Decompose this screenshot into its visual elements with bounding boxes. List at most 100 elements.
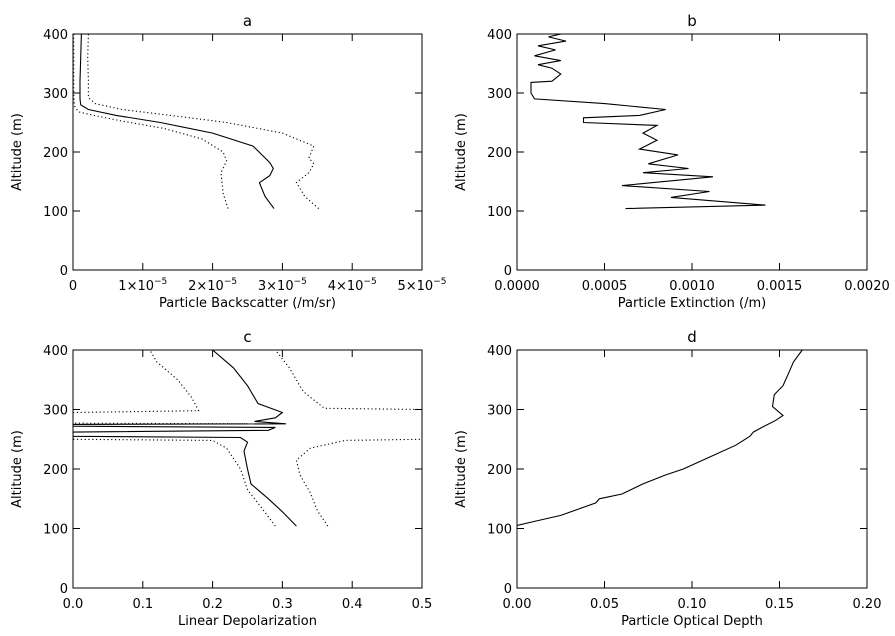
series-line-0 xyxy=(530,34,766,210)
series-line-0 xyxy=(73,350,297,527)
chart-title: b xyxy=(687,12,697,30)
x-tick-label-base: 0.1 xyxy=(132,597,153,612)
y-axis-label: Altitude (m) xyxy=(454,113,469,191)
x-tick-label-base: 0.0015 xyxy=(757,279,803,294)
x-tick-label-base: 0.4 xyxy=(342,597,363,612)
x-tick-label-exponent: −5 xyxy=(433,277,446,287)
plot-frame xyxy=(516,33,868,271)
x-tick-label: 1×10−5 xyxy=(118,277,167,294)
x-axis-label: Particle Backscatter (/m/sr) xyxy=(159,296,336,311)
y-tick-label: 0 xyxy=(504,582,512,597)
x-tick-label-base: 0.0 xyxy=(63,597,84,612)
x-tick-label-base: 0.15 xyxy=(765,597,794,612)
x-tick-label-base: 0.0020 xyxy=(844,279,890,294)
y-axis-label: Altitude (m) xyxy=(10,430,25,508)
x-tick-label-base: 0.2 xyxy=(202,597,223,612)
x-tick-label-base: 1×10 xyxy=(118,279,154,294)
series-line-0 xyxy=(517,350,803,527)
y-tick-label: 100 xyxy=(43,523,68,538)
x-tick-label-exponent: −5 xyxy=(154,277,167,287)
x-tick-label-base: 0.3 xyxy=(272,597,293,612)
x-tick-label: 0.20 xyxy=(853,597,882,612)
chart-panel-c: c Linear Depolarization Altitude (m) 0.0 0.1… xyxy=(10,328,432,629)
x-tick-label-base: 0.20 xyxy=(853,597,882,612)
y-tick-label: 400 xyxy=(487,28,512,43)
x-tick-label-base: 0.0005 xyxy=(582,279,628,294)
x-tick-label-base: 4×10 xyxy=(328,279,364,294)
x-tick-label: 0.0 xyxy=(63,597,84,612)
x-tick-label-base: 5×10 xyxy=(398,279,434,294)
chart-title: a xyxy=(243,12,252,30)
x-axis-label: Particle Optical Depth xyxy=(621,614,763,629)
x-axis-label: Linear Depolarization xyxy=(178,614,317,629)
y-tick-label: 300 xyxy=(487,87,512,102)
x-tick-label: 2×10−5 xyxy=(188,277,237,294)
chart-title: c xyxy=(243,328,251,346)
dotted-series-line-3 xyxy=(73,438,276,527)
x-tick-label: 4×10−5 xyxy=(328,277,377,294)
x-tick-label: 0.1 xyxy=(132,597,153,612)
x-tick-label: 0.05 xyxy=(590,597,619,612)
x-tick-label: 3×10−5 xyxy=(258,277,307,294)
x-tick-label: 0.10 xyxy=(678,597,707,612)
y-tick-label: 300 xyxy=(43,87,68,102)
plot-frame xyxy=(72,33,423,271)
x-tick-label-base: 2×10 xyxy=(188,279,224,294)
dotted-series-line-1 xyxy=(87,34,320,210)
y-tick-label: 300 xyxy=(43,404,68,419)
y-tick-label: 100 xyxy=(487,523,512,538)
dotted-series-line-2 xyxy=(73,34,229,209)
x-tick-label-exponent: −5 xyxy=(224,277,237,287)
series-line-0 xyxy=(79,34,275,209)
y-tick-label: 200 xyxy=(487,463,512,478)
x-axis-label: Particle Extinction (/m) xyxy=(618,296,766,311)
y-tick-label: 0 xyxy=(60,264,68,279)
x-tick-label: 0.0020 xyxy=(844,279,890,294)
x-tick-label-base: 0 xyxy=(69,279,77,294)
x-tick-label: 0.2 xyxy=(202,597,223,612)
x-tick-label: 0.0000 xyxy=(494,279,540,294)
x-tick-label: 0.00 xyxy=(503,597,532,612)
y-tick-label: 100 xyxy=(487,205,512,220)
y-tick-label: 200 xyxy=(43,463,68,478)
y-tick-label: 400 xyxy=(43,344,68,359)
x-tick-label: 0.5 xyxy=(412,597,433,612)
x-tick-label-base: 0.05 xyxy=(590,597,619,612)
plot-frame xyxy=(516,349,868,589)
y-tick-label: 400 xyxy=(43,28,68,43)
dotted-series-line-5 xyxy=(73,350,200,414)
chart-title: d xyxy=(687,328,697,346)
x-tick-label-exponent: −5 xyxy=(363,277,376,287)
x-tick-label-base: 0.5 xyxy=(412,597,433,612)
x-tick-label-base: 0.10 xyxy=(678,597,707,612)
x-tick-label: 0.4 xyxy=(342,597,363,612)
x-tick-label: 0.3 xyxy=(272,597,293,612)
y-tick-label: 200 xyxy=(43,146,68,161)
y-axis-label: Altitude (m) xyxy=(454,430,469,508)
x-tick-label: 0.0010 xyxy=(669,279,715,294)
y-tick-label: 200 xyxy=(487,146,512,161)
y-tick-label: 0 xyxy=(504,264,512,279)
x-tick-label: 0.0015 xyxy=(757,279,803,294)
x-tick-label-base: 0.0000 xyxy=(494,279,540,294)
x-tick-label: 0.15 xyxy=(765,597,794,612)
y-axis-label: Altitude (m) xyxy=(10,113,25,191)
dotted-series-line-1 xyxy=(295,438,422,527)
x-tick-label: 0.0005 xyxy=(582,279,628,294)
y-tick-label: 0 xyxy=(60,582,68,597)
x-tick-label-base: 3×10 xyxy=(258,279,294,294)
x-tick-label-exponent: −5 xyxy=(294,277,307,287)
x-tick-label: 0 xyxy=(69,279,77,294)
y-tick-label: 100 xyxy=(43,205,68,220)
chart-panel-b: b Particle Extinction (/m) Altitude (m) 0.0… xyxy=(454,12,890,311)
x-tick-label: 5×10−5 xyxy=(398,277,447,294)
y-tick-label: 400 xyxy=(487,344,512,359)
x-tick-label-base: 0.00 xyxy=(503,597,532,612)
dotted-series-line-6 xyxy=(274,350,422,411)
x-tick-label-base: 0.0010 xyxy=(669,279,715,294)
chart-panel-a: a Particle Backscatter (/m/sr) Altitude (m… xyxy=(10,12,447,311)
y-tick-label: 300 xyxy=(487,404,512,419)
dotted-series-line-4 xyxy=(73,422,248,425)
